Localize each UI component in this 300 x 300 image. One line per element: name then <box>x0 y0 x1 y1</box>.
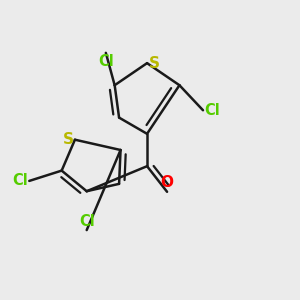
Text: Cl: Cl <box>98 54 114 69</box>
Text: O: O <box>160 175 174 190</box>
Text: S: S <box>62 132 74 147</box>
Text: Cl: Cl <box>12 173 28 188</box>
Text: Cl: Cl <box>79 214 94 229</box>
Text: S: S <box>148 56 160 70</box>
Text: Cl: Cl <box>205 103 220 118</box>
